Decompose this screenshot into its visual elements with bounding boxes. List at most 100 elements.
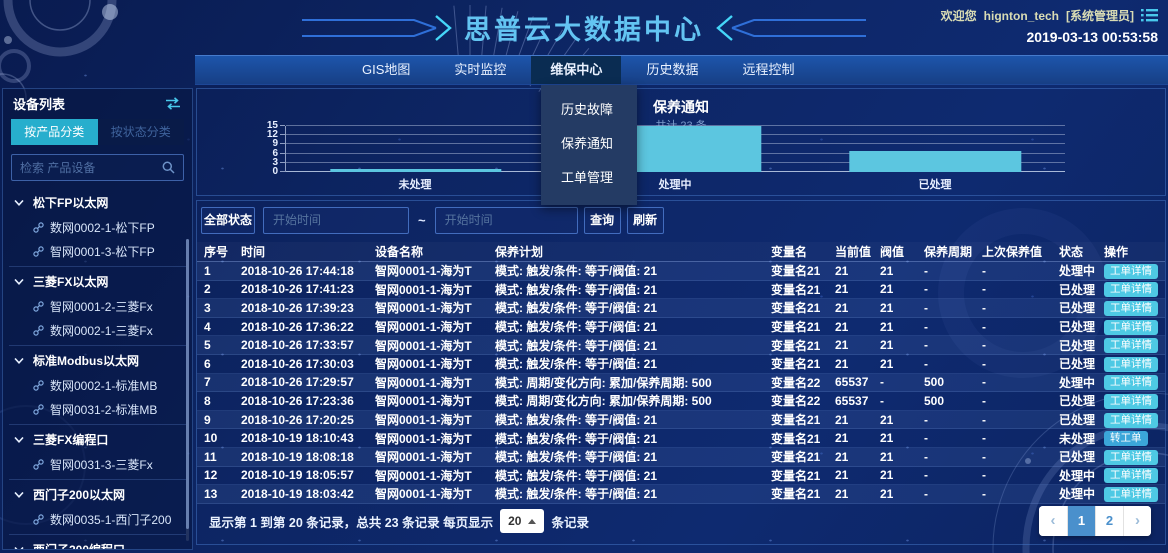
cell-time: 2018-10-19 18:05:57 [241,468,354,483]
transfer-order-button[interactable]: 转工单 [1104,431,1148,447]
cell-device: 智网0001-1-海为T [375,450,472,465]
pager-page-1[interactable]: 1 [1067,506,1095,536]
order-detail-button[interactable]: 工单详情 [1104,356,1158,372]
refresh-button[interactable]: 刷新 [626,206,664,234]
search-icon[interactable] [162,161,175,174]
tree-device-label: 数网0035-1-西门子200 [50,512,172,527]
query-button[interactable]: 查询 [583,206,621,234]
chevron-down-icon [14,491,24,498]
table-footer: 显示第 1 到第 20 条记录，总共 23 条记录 每页显示 20 条记录 ‹ 1… [209,504,1151,538]
nav-item-5[interactable]: 远程控制 [742,62,795,77]
sidebar-search [11,154,184,181]
cell-no: 3 [204,300,211,315]
order-detail-button[interactable]: 工单详情 [1104,449,1158,465]
end-time-input[interactable] [434,206,578,234]
cell-current: 21 [835,486,849,501]
nav-item-1[interactable]: GIS地图 [362,62,411,77]
pager-prev-button[interactable]: ‹ [1039,506,1067,536]
order-detail-button[interactable]: 工单详情 [1104,393,1158,409]
y-tick-mark [280,171,285,172]
tree-device-item[interactable]: 智网0031-2-标准MB [9,397,186,421]
menu-icon[interactable] [1141,9,1158,22]
tree-device-label: 智网0031-2-标准MB [50,402,158,417]
tree-group-header[interactable]: 三菱FX编程口 [9,427,186,452]
cell-status: 已处理 [1059,450,1096,465]
chart-category-labels: 未处理 处理中 已处理 [285,176,1065,192]
tree-device-item[interactable]: 数网0035-1-西门子200 [9,507,186,531]
order-detail-button[interactable]: 工单详情 [1104,412,1158,428]
cell-var: 变量名21 [771,413,821,428]
cell-no: 13 [204,486,218,501]
col-header-11: 操作 [1104,245,1129,259]
order-detail-button[interactable]: 工单详情 [1104,468,1158,484]
order-detail-button[interactable]: 工单详情 [1104,263,1158,279]
status-filter-dropdown[interactable]: 全部状态 [201,206,255,234]
order-detail-button[interactable]: 工单详情 [1104,319,1158,335]
cell-time: 2018-10-19 18:10:43 [241,431,354,446]
cell-status: 已处理 [1059,301,1096,316]
records-table: 序号 时间 设备名称 保养计划 变量名 当前值 阀值 保养周期 上次保养值 状态 操作 1 2018-… [197,242,1165,504]
table-row: 13 2018-10-19 18:03:42 智网0001-1-海为T 模式: 触发/… [197,485,1165,504]
cell-cycle: - [924,468,928,483]
col-header-5: 变量名 [771,245,808,259]
table-header-row: 序号 时间 设备名称 保养计划 变量名 当前值 阀值 保养周期 上次保养值 状态 操作 [197,242,1165,262]
col-header-8: 保养周期 [924,245,973,259]
summary-prefix: 显示第 1 到第 20 条记录，总共 23 条记录 每页显示 [209,515,494,530]
device-tree: 松下FP以太网数网0002-1-松下FP 智网0001-3-松下FP 三菱FX以太网… [3,186,192,549]
y-tick-label: 6 [272,147,278,159]
nav-item-3[interactable]: 维保中心 [531,56,622,84]
tree-group-header[interactable]: 标准Modbus以太网 [9,348,186,373]
cell-no: 12 [204,468,218,483]
order-detail-button[interactable]: 工单详情 [1104,282,1158,298]
tab-by-status[interactable]: 按状态分类 [97,119,184,145]
tree-group: 标准Modbus以太网 数网0002-1-标准MB 智网0031-2-标准MB [9,346,186,425]
dropdown-item-3[interactable]: 工单管理 [561,170,614,185]
tree-device-label: 数网0002-1-松下FP [50,220,155,235]
cell-var: 变量名21 [771,487,821,502]
tree-device-item[interactable]: 智网0001-2-三菱Fx [9,294,186,318]
tab-by-product[interactable]: 按产品分类 [11,119,98,145]
dropdown-item-1[interactable]: 历史故障 [561,102,614,117]
title-decor-right-icon [716,14,866,41]
cell-last: - [982,486,986,501]
cell-threshold: 21 [880,338,894,353]
pager-next-button[interactable]: › [1123,506,1151,536]
order-detail-button[interactable]: 工单详情 [1104,375,1158,391]
cell-status: 处理中 [1059,468,1096,483]
nav-item-2[interactable]: 实时监控 [454,62,507,77]
cell-last: - [982,412,986,427]
order-detail-button[interactable]: 工单详情 [1104,300,1158,316]
cell-plan: 模式: 触发/条件: 等于/阀值: 21 [495,413,658,428]
tree-group-label: 三菱FX以太网 [33,275,109,289]
tree-group-header[interactable]: 西门子200编程口 [9,537,186,549]
device-search-input[interactable] [20,160,162,175]
transfer-arrows-icon[interactable] [164,96,182,110]
tree-device-item[interactable]: 智网0001-3-松下FP [9,239,186,263]
page-size-select[interactable]: 20 [500,509,545,533]
sidebar-scrollbar-thumb[interactable] [186,239,189,529]
cell-last: - [982,375,986,390]
tree-device-item[interactable]: 智网0031-3-三菱Fx [9,452,186,476]
cell-no: 6 [204,356,211,371]
pager-page-2[interactable]: 2 [1095,506,1123,536]
order-detail-button[interactable]: 工单详情 [1104,338,1158,354]
device-link-icon [33,513,44,525]
cell-last: - [982,468,986,483]
tree-group-header[interactable]: 西门子200以太网 [9,482,186,507]
tree-group-header[interactable]: 松下FP以太网 [9,190,186,215]
nav-item-4[interactable]: 历史数据 [646,62,699,77]
device-link-icon [33,324,44,336]
tree-device-item[interactable]: 数网0002-1-三菱Fx [9,318,186,342]
tree-device-item[interactable]: 数网0002-1-松下FP [9,215,186,239]
tree-device-item[interactable]: 数网0002-1-标准MB [9,373,186,397]
cell-no: 10 [204,431,218,446]
cell-threshold: 21 [880,449,894,464]
cell-device: 智网0001-1-海为T [375,413,472,428]
cell-current: 65537 [835,375,869,390]
start-time-input[interactable] [263,206,409,234]
tree-group-header[interactable]: 三菱FX以太网 [9,269,186,294]
dropdown-item-2[interactable]: 保养通知 [561,136,614,151]
order-detail-button[interactable]: 工单详情 [1104,486,1158,502]
page-title: 思普云大数据中心 [464,15,704,45]
